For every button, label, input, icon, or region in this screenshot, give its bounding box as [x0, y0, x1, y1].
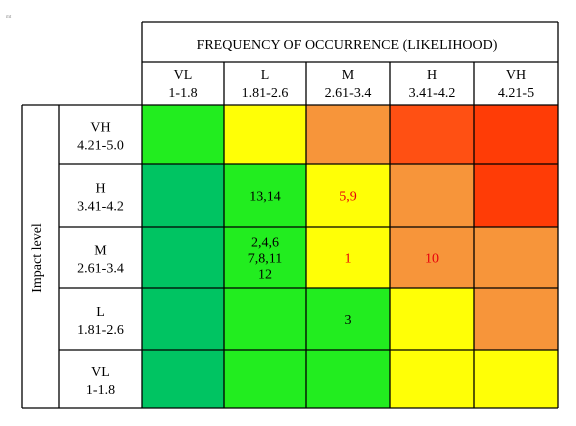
column-header-code: VH [506, 68, 526, 83]
grid-lines [21, 21, 559, 409]
column-header-range: 1.81-2.6 [242, 86, 289, 101]
matrix-cell [224, 227, 306, 288]
cell-risk-ids: 1 [345, 252, 352, 267]
column-header-range: 2.61-3.4 [325, 86, 372, 101]
chart-title: FREQUENCY OF OCCURRENCE (LIKELIHOOD) [197, 38, 498, 53]
matrix-cell [142, 350, 224, 408]
matrix-cell [474, 164, 558, 227]
row-header-code: VH [90, 121, 110, 136]
cell-risk-ids: 2,4,6 [251, 236, 279, 251]
cell-fills [142, 105, 558, 408]
row-header-code: L [96, 305, 105, 320]
corner-mark: mt [6, 15, 12, 20]
column-header-range: 3.41-4.2 [409, 86, 456, 101]
column-header-code: H [427, 68, 437, 83]
row-header-code: H [95, 182, 105, 197]
row-header-code: VL [91, 365, 110, 380]
matrix-cell [390, 288, 474, 350]
cell-risk-ids: 13,14 [249, 190, 281, 205]
cell-risk-ids: 7,8,11 [248, 252, 282, 267]
row-header-range: 1.81-2.6 [77, 323, 124, 338]
axis-labels: FREQUENCY OF OCCURRENCE (LIKELIHOOD) Imp… [30, 38, 498, 293]
column-header-code: L [261, 68, 270, 83]
matrix-cell [306, 288, 390, 350]
cell-risk-ids: 5,9 [339, 190, 357, 205]
matrix-cell [474, 350, 558, 408]
column-header-range: 1-1.8 [168, 86, 197, 101]
matrix-cell [390, 164, 474, 227]
matrix-cell [142, 288, 224, 350]
cell-risk-ids: 10 [425, 252, 439, 267]
matrix-cell [390, 105, 474, 164]
matrix-cell [306, 227, 390, 288]
column-header-range: 4.21-5 [498, 86, 534, 101]
matrix-cell [474, 227, 558, 288]
cell-risk-ids: 3 [345, 313, 352, 328]
matrix-cell [142, 105, 224, 164]
column-header-code: M [342, 68, 355, 83]
matrix-cell [142, 164, 224, 227]
matrix-cell [474, 288, 558, 350]
row-header-range: 1-1.8 [86, 383, 115, 398]
matrix-cell [390, 350, 474, 408]
row-header-code: M [94, 244, 107, 259]
row-header-range: 2.61-3.4 [77, 262, 124, 277]
matrix-cell [306, 350, 390, 408]
matrix-cell [306, 105, 390, 164]
y-axis-label: Impact level [30, 223, 45, 293]
matrix-cell [224, 288, 306, 350]
column-header-code: VL [174, 68, 193, 83]
matrix-cell [224, 350, 306, 408]
cell-risk-ids: 12 [258, 268, 272, 283]
row-header-range: 3.41-4.2 [77, 200, 124, 215]
row-header-range: 4.21-5.0 [77, 139, 124, 154]
matrix-cell [224, 164, 306, 227]
matrix-cell [224, 105, 306, 164]
matrix-cell [390, 227, 474, 288]
matrix-cell [306, 164, 390, 227]
matrix-cell [142, 227, 224, 288]
matrix-cell [474, 105, 558, 164]
